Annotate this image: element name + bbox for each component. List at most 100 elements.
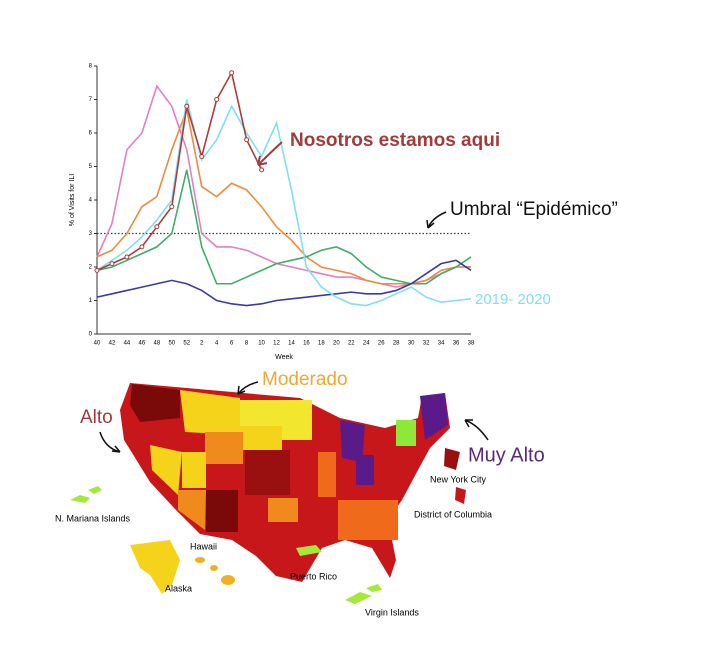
puerto-rico (296, 545, 322, 556)
state (282, 400, 312, 440)
point (199, 153, 205, 159)
level-label: Moderado (262, 369, 348, 390)
series-line (96, 259, 472, 307)
hawaii (195, 557, 205, 563)
state (178, 490, 206, 530)
series-line (96, 99, 472, 307)
x-tick-label: 6 (230, 341, 234, 347)
place-label: New York City (430, 474, 487, 484)
y-tick-label: 7 (89, 97, 93, 103)
x-tick-label: 48 (153, 341, 160, 347)
state (420, 393, 448, 440)
arrow (464, 419, 489, 441)
map: Moderado Alto Muy Alto N. Mariana Island… (55, 369, 545, 617)
point (214, 97, 220, 102)
series-line (96, 70, 263, 272)
state (150, 445, 182, 495)
x-tick-label: 44 (124, 341, 131, 347)
y-tick-label: 2 (89, 265, 93, 271)
state (180, 390, 240, 435)
x-tick-label: 8 (245, 341, 249, 347)
point (169, 204, 175, 210)
x-tick-label: 42 (109, 341, 116, 347)
x-tick-label: 50 (168, 341, 175, 347)
nyc (444, 448, 460, 470)
x-tick-label: 40 (94, 341, 101, 347)
x-tick-label: 30 (408, 341, 415, 347)
state (245, 450, 290, 495)
arrow (257, 141, 283, 166)
arrow (99, 431, 121, 453)
annotation: Nosotros estamos aqui (290, 130, 500, 151)
state (338, 500, 398, 540)
place-label: Puerto Rico (290, 571, 337, 581)
y-tick-label: 8 (89, 64, 93, 70)
alaska (130, 540, 180, 594)
level-label: Alto (80, 407, 113, 428)
point (124, 254, 130, 260)
state (318, 452, 336, 497)
x-tick-label: 46 (139, 341, 146, 347)
state (356, 455, 374, 485)
state (268, 498, 298, 522)
y-tick-label: 3 (89, 231, 93, 237)
place-label: Alaska (165, 583, 192, 593)
arrow (426, 211, 447, 229)
place-label: N. Mariana Islands (55, 513, 131, 523)
y-tick-label: 1 (89, 298, 93, 304)
y-tick-label: 4 (89, 198, 93, 204)
mariana (70, 495, 90, 503)
x-tick-label: 2 (200, 341, 204, 347)
hawaii (221, 575, 235, 585)
point (244, 137, 250, 143)
virgin-islands (345, 592, 372, 604)
point (229, 70, 235, 76)
x-tick-label: 26 (378, 341, 385, 347)
level-label: Muy Alto (468, 444, 545, 466)
state (340, 420, 365, 462)
y-tick-label: 5 (89, 164, 93, 170)
mariana (88, 486, 102, 494)
x-tick-label: 52 (183, 341, 190, 347)
x-tick-label: 38 (468, 341, 475, 347)
arrow (237, 381, 259, 395)
state (396, 420, 416, 446)
x-tick-label: 36 (453, 341, 460, 347)
series-label: 2019- 2020 (475, 291, 551, 308)
x-tick-label: 32 (423, 341, 430, 347)
x-tick-label: 14 (288, 341, 295, 347)
point (109, 261, 115, 267)
point (259, 167, 265, 173)
x-tick-label: 28 (393, 341, 400, 347)
x-tick-label: 4 (215, 341, 219, 347)
dc (455, 487, 466, 504)
point (184, 103, 190, 109)
y-tick-label: 0 (89, 332, 93, 338)
x-tick-label: 20 (333, 341, 340, 347)
x-tick-label: 34 (438, 341, 445, 347)
y-axis-label: % of Visits for ILI (69, 174, 76, 226)
x-tick-label: 24 (363, 341, 370, 347)
state (240, 400, 282, 426)
x-tick-label: 18 (318, 341, 325, 347)
x-axis-label: Week (275, 354, 293, 361)
place-label: District of Columbia (414, 509, 492, 519)
point (94, 267, 100, 273)
annotation: Umbral “Epidémico” (450, 199, 618, 220)
state (206, 490, 238, 532)
place-label: Hawaii (190, 541, 217, 551)
y-tick-label: 6 (89, 131, 93, 137)
x-tick-label: 16 (303, 341, 310, 347)
virgin-islands (366, 584, 382, 592)
x-tick-label: 12 (273, 341, 280, 347)
x-tick-label: 22 (348, 341, 355, 347)
hawaii (210, 565, 218, 571)
point (154, 224, 160, 230)
state (240, 426, 282, 450)
place-label: Virgin Islands (365, 607, 419, 617)
state (182, 452, 206, 488)
x-tick-label: 10 (258, 341, 265, 347)
